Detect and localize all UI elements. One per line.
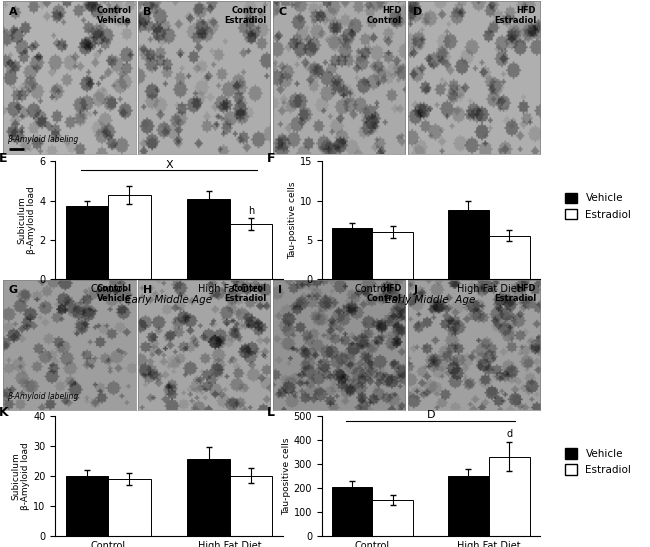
Bar	[489, 457, 530, 536]
Text: J: J	[413, 286, 417, 295]
Text: C: C	[278, 7, 287, 17]
Y-axis label: Subiculum
β-Amyloid load: Subiculum β-Amyloid load	[17, 187, 36, 254]
Legend: Vehicle, Estradiol: Vehicle, Estradiol	[560, 188, 636, 224]
Bar	[332, 228, 372, 279]
Text: B: B	[144, 7, 152, 17]
Y-axis label: Subiculum
β-Amyloid load: Subiculum β-Amyloid load	[11, 442, 31, 510]
Bar	[230, 224, 272, 279]
Text: G: G	[8, 286, 18, 295]
Bar	[108, 195, 151, 279]
Bar	[66, 206, 108, 279]
Bar	[448, 476, 489, 536]
Text: β-Amyloid labeling: β-Amyloid labeling	[7, 135, 79, 143]
Text: E: E	[0, 152, 7, 165]
Text: I: I	[278, 286, 282, 295]
Bar	[108, 479, 151, 536]
Bar	[187, 199, 230, 279]
Text: Control
Vehicle: Control Vehicle	[97, 284, 131, 304]
Text: D: D	[426, 410, 435, 420]
Text: K: K	[0, 406, 8, 419]
Text: A: A	[8, 7, 17, 17]
Text: Control
Estradiol: Control Estradiol	[224, 5, 266, 25]
Text: β-Amyloid labeling: β-Amyloid labeling	[7, 392, 79, 401]
Text: L: L	[267, 406, 276, 419]
Text: Control
Vehicle: Control Vehicle	[97, 5, 131, 25]
Text: HFD
Estradiol: HFD Estradiol	[494, 284, 536, 304]
Text: HFD
Control: HFD Control	[367, 5, 401, 25]
Bar	[372, 500, 413, 536]
Text: h: h	[248, 206, 254, 216]
Bar	[489, 236, 530, 279]
Y-axis label: Tau-positive cells: Tau-positive cells	[288, 182, 297, 259]
Bar	[332, 487, 372, 536]
Text: d: d	[506, 429, 512, 439]
Text: HFD
Estradiol: HFD Estradiol	[494, 5, 536, 25]
Bar	[66, 476, 108, 536]
Bar	[187, 459, 230, 536]
X-axis label: Early Middle Age: Early Middle Age	[125, 295, 213, 305]
Bar	[448, 210, 489, 279]
Text: H: H	[144, 286, 153, 295]
Text: D: D	[413, 7, 423, 17]
Text: X: X	[165, 160, 173, 170]
Y-axis label: Tau-positive cells: Tau-positive cells	[281, 437, 291, 515]
Bar	[230, 476, 272, 536]
Bar	[372, 232, 413, 279]
Text: HFD
Control: HFD Control	[367, 284, 401, 304]
X-axis label: Early Middle  Age: Early Middle Age	[385, 295, 476, 305]
Text: Control
Estradiol: Control Estradiol	[224, 284, 266, 304]
Text: F: F	[267, 152, 276, 165]
Legend: Vehicle, Estradiol: Vehicle, Estradiol	[560, 444, 636, 479]
